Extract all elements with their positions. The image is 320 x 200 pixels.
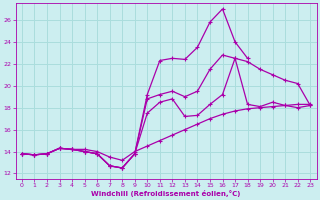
X-axis label: Windchill (Refroidissement éolien,°C): Windchill (Refroidissement éolien,°C) [92,190,241,197]
